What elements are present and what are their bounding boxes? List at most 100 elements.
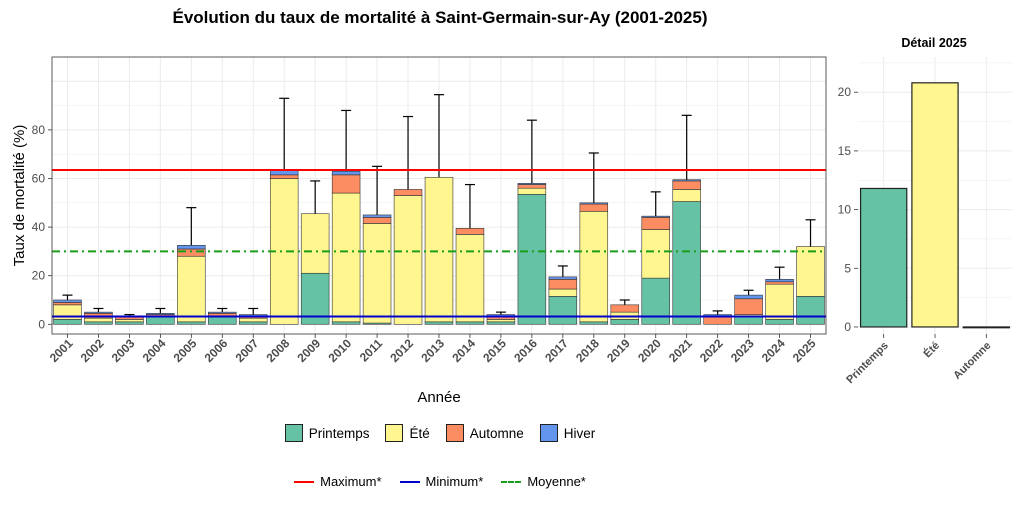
bar-2001-hiver bbox=[53, 299, 82, 303]
bar-2012-automne bbox=[393, 189, 423, 196]
x-axis-title: Année bbox=[417, 389, 460, 406]
x-tick-label-2014: 2014 bbox=[449, 336, 478, 365]
bar-2006-hiver bbox=[208, 311, 237, 314]
bar-2002-hiver bbox=[84, 311, 113, 314]
bar-2002-eté bbox=[84, 317, 113, 323]
legend-swatch-hiver bbox=[539, 424, 558, 442]
bar-2016-printemps bbox=[517, 193, 547, 325]
x-tick-label-2011: 2011 bbox=[357, 336, 386, 365]
legend-label-automne: Automne bbox=[469, 425, 524, 441]
x-tick-label-2024: 2024 bbox=[759, 336, 788, 365]
bar-2018-automne bbox=[579, 203, 609, 212]
bar-2023-printemps bbox=[734, 316, 763, 325]
legend-swatch-ete bbox=[385, 424, 404, 442]
bar-2010-eté bbox=[331, 192, 361, 323]
bar-2020-eté bbox=[641, 229, 670, 279]
bar-2016-automne bbox=[517, 184, 547, 189]
bar-2017-hiver bbox=[548, 276, 578, 280]
bar-2017-eté bbox=[548, 288, 578, 297]
x-tick-label-2015: 2015 bbox=[480, 336, 509, 365]
bar-2018-eté bbox=[579, 210, 609, 323]
bar-2006-automne bbox=[208, 313, 237, 317]
bar-2011-eté bbox=[362, 223, 392, 324]
bar-2003-printemps bbox=[115, 321, 144, 325]
x-tick-label-2003: 2003 bbox=[109, 336, 138, 365]
legend-swatch-automne bbox=[445, 424, 464, 442]
bar-2017-printemps bbox=[548, 296, 578, 325]
legend-line-minimum bbox=[399, 480, 420, 483]
bar-2016-eté bbox=[517, 187, 547, 195]
legend-item-ete: Été bbox=[385, 424, 430, 442]
bar-2024-printemps bbox=[765, 319, 794, 325]
bar-2005-hiver bbox=[177, 245, 206, 250]
legend-label-minimum: Minimum* bbox=[425, 474, 484, 489]
bar-2018-printemps bbox=[579, 321, 609, 325]
legend-line-maximum bbox=[294, 480, 315, 483]
x-tick-label-2004: 2004 bbox=[140, 336, 169, 365]
y-tick-label-0: 0 bbox=[38, 317, 45, 331]
bar-2024-hiver bbox=[765, 279, 794, 283]
bar-2001-automne bbox=[53, 302, 82, 306]
x-tick-label-2008: 2008 bbox=[264, 336, 293, 365]
detail-bar-eté bbox=[911, 82, 959, 328]
bar-2002-printemps bbox=[84, 321, 113, 325]
bar-2024-eté bbox=[765, 283, 794, 320]
bar-2014-printemps bbox=[455, 321, 485, 325]
legend-label-ete: Été bbox=[409, 425, 430, 441]
legend-item-minimum: Minimum* bbox=[399, 474, 484, 489]
season-legend: Printemps Été Automne Hiver bbox=[0, 424, 880, 442]
x-tick-label-2018: 2018 bbox=[573, 336, 602, 365]
bar-2005-printemps bbox=[177, 321, 206, 325]
bar-2008-automne bbox=[269, 174, 299, 179]
detail-bar-printemps bbox=[859, 187, 908, 328]
detail-chart-title: Détail 2025 bbox=[901, 36, 967, 50]
detail-x-tick-label-printemps: Printemps bbox=[844, 340, 891, 387]
y-tick-label-40: 40 bbox=[32, 220, 46, 234]
legend-line-moyenne bbox=[501, 480, 522, 483]
x-tick-label-2005: 2005 bbox=[171, 336, 200, 365]
legend-item-hiver: Hiver bbox=[539, 424, 595, 442]
bar-2004-printemps bbox=[146, 316, 175, 325]
y-axis-title: Taux de mortalité (%) bbox=[11, 125, 28, 267]
bar-2009-eté bbox=[300, 213, 330, 274]
x-tick-label-2020: 2020 bbox=[635, 336, 664, 365]
bar-2021-automne bbox=[672, 180, 701, 190]
bar-2017-automne bbox=[548, 279, 578, 290]
detail-y-tick-label-10: 10 bbox=[838, 203, 852, 217]
y-tick-label-20: 20 bbox=[32, 269, 46, 283]
legend-item-printemps: Printemps bbox=[284, 424, 370, 442]
legend-item-moyenne: Moyenne* bbox=[501, 474, 586, 489]
x-tick-label-2025: 2025 bbox=[790, 336, 819, 365]
bar-2025-printemps bbox=[796, 296, 825, 325]
x-tick-label-2007: 2007 bbox=[233, 336, 262, 365]
legend-item-automne: Automne bbox=[445, 424, 524, 442]
x-tick-label-2017: 2017 bbox=[542, 336, 571, 365]
legend-item-maximum: Maximum* bbox=[294, 474, 382, 489]
legend-swatch-printemps bbox=[284, 424, 303, 442]
bar-2015-printemps bbox=[486, 321, 516, 325]
bar-2014-eté bbox=[455, 234, 485, 323]
bar-2020-automne bbox=[641, 217, 670, 230]
bar-2013-eté bbox=[424, 176, 454, 323]
detail-x-tick-label-automne: Automne bbox=[951, 340, 993, 382]
x-tick-label-2010: 2010 bbox=[325, 336, 354, 365]
bar-2021-eté bbox=[672, 189, 701, 202]
bar-2024-automne bbox=[765, 281, 794, 285]
bar-2006-printemps bbox=[208, 316, 237, 325]
bar-2020-hiver bbox=[641, 215, 670, 218]
detail-y-tick-label-5: 5 bbox=[844, 261, 851, 275]
bar-2012-eté bbox=[393, 195, 423, 325]
reference-line-legend: Maximum* Minimum* Moyenne* bbox=[0, 474, 880, 489]
legend-label-printemps: Printemps bbox=[308, 425, 370, 441]
bar-2010-hiver bbox=[331, 170, 361, 176]
detail-y-tick-label-0: 0 bbox=[844, 320, 851, 334]
legend-label-moyenne: Moyenne* bbox=[527, 474, 586, 489]
x-tick-label-2001: 2001 bbox=[47, 336, 76, 365]
bar-2005-automne bbox=[177, 248, 206, 257]
bar-2021-hiver bbox=[672, 179, 701, 182]
bar-2011-hiver bbox=[362, 214, 392, 218]
x-tick-label-2009: 2009 bbox=[294, 336, 323, 365]
bar-2016-hiver bbox=[517, 183, 547, 185]
detail-bar-automne bbox=[962, 326, 1011, 329]
